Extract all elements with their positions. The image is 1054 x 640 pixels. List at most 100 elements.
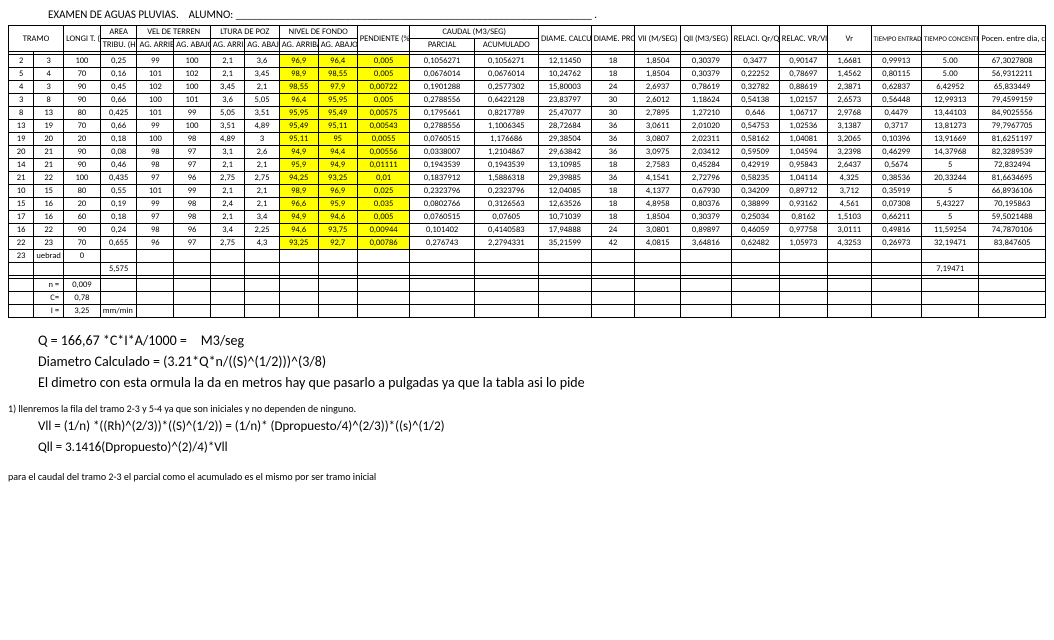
cell-poc: 66,8936106 — [979, 185, 1046, 198]
cell-dp: 18 — [591, 185, 635, 198]
cell-va: 98 — [137, 159, 174, 172]
cell-rq: 0,38899 — [731, 198, 779, 211]
cell-area: 0,18 — [100, 211, 137, 224]
cell-hb: 3,45 — [245, 68, 279, 81]
col-tc: TIEMPO CONCENTRA. — [922, 26, 979, 52]
cell-qll — [681, 250, 731, 263]
cell-pend — [357, 250, 410, 263]
cell-poc: 56,9312211 — [979, 68, 1046, 81]
table-row: 43900,451021003,452,198,5597,90,007220,1… — [9, 81, 1046, 94]
cell-nb: 95,49 — [318, 107, 357, 120]
cell-par: 0,0338007 — [410, 146, 474, 159]
cell-ha: 2,1 — [210, 55, 244, 68]
cell-hb: 2,6 — [245, 146, 279, 159]
cell-qll: 0,45284 — [681, 159, 731, 172]
cell-b: 13 — [34, 107, 64, 120]
cell-te: 0,5674 — [871, 159, 921, 172]
cell-na: 95,95 — [279, 107, 318, 120]
cell-va: 101 — [137, 68, 174, 81]
cell-vll: 3,0807 — [635, 133, 681, 146]
col-rv: RELAC. VR/Vll — [779, 26, 827, 52]
cell-hb: 3,6 — [245, 55, 279, 68]
title-prefix: EXAMEN DE AGUAS PLUVIAS. — [48, 8, 179, 21]
note-qll: Qll = 3.1416(Dpropuesto)^(2)/4)*Vll — [8, 438, 1046, 459]
cell-pend: 0,005 — [357, 55, 410, 68]
cell-tc: 5.00 — [922, 55, 979, 68]
col-parcial: PARCIAL — [410, 39, 474, 52]
cell-acu: 1,1006345 — [474, 120, 538, 133]
cell-ha: 3,1 — [210, 146, 244, 159]
cell-rv: 1,02157 — [779, 94, 827, 107]
cell-rv — [779, 250, 827, 263]
col-acum: ACUMULADO — [474, 39, 538, 52]
cell-vb: 100 — [174, 55, 211, 68]
cell-na: 93,25 — [279, 237, 318, 250]
cell-dc: 13,10985 — [538, 159, 591, 172]
cell-dc: 10,24762 — [538, 68, 591, 81]
cell-pend: 0,005 — [357, 68, 410, 81]
cell-tc: 6,42952 — [922, 81, 979, 94]
cell-tc: 13,91669 — [922, 133, 979, 146]
cell-na: 94,25 — [279, 172, 318, 185]
cell-te: 0,62837 — [871, 81, 921, 94]
cell-hb: 4,89 — [245, 120, 279, 133]
cell-dc: 29,63842 — [538, 146, 591, 159]
cell-vb: 100 — [174, 120, 211, 133]
cell-dp: 30 — [591, 94, 635, 107]
col-pendiente: PENDIENTE (%) — [357, 26, 410, 52]
cell-va: 99 — [137, 120, 174, 133]
cell-rv: 0,93162 — [779, 198, 827, 211]
cell-ha: 2,4 — [210, 198, 244, 211]
cell-va: 98 — [137, 224, 174, 237]
cell-long: 80 — [64, 107, 101, 120]
cell-tc: 11,59254 — [922, 224, 979, 237]
cell-pend: 0,00722 — [357, 81, 410, 94]
cell-dp: 36 — [591, 172, 635, 185]
cell-rq — [731, 250, 779, 263]
table-row: 38900,661001013,65,0596,495,950,0050,278… — [9, 94, 1046, 107]
cell-pend: 0,00786 — [357, 237, 410, 250]
cell-vb: 99 — [174, 185, 211, 198]
cell-rv: 0,89712 — [779, 185, 827, 198]
cell-dp: 18 — [591, 198, 635, 211]
cell-qll: 0,30379 — [681, 211, 731, 224]
cell-area: 0,16 — [100, 68, 137, 81]
cell-dp — [591, 250, 635, 263]
cell-long: 90 — [64, 94, 101, 107]
cell-ha: 2,75 — [210, 237, 244, 250]
cell-a: 16 — [9, 224, 34, 237]
cell-vll: 3,0975 — [635, 146, 681, 159]
cell-par: 0,0760515 — [410, 211, 474, 224]
cell-vll: 2,6012 — [635, 94, 681, 107]
cell-tc — [922, 250, 979, 263]
cell-rv: 1,04114 — [779, 172, 827, 185]
col-velterr: VEL DE TERREN — [137, 26, 210, 39]
cell-te: 0,4479 — [871, 107, 921, 120]
cell-rv: 0,8162 — [779, 211, 827, 224]
cell-vb: 96 — [174, 172, 211, 185]
cell-ha: 3,4 — [210, 224, 244, 237]
cell-vll: 3,0611 — [635, 120, 681, 133]
cell-acu: 1,176686 — [474, 133, 538, 146]
formula-q: Q = 166,67 *C*I*A/1000 = M3/seg — [38, 330, 1046, 351]
cell-poc: 65,833449 — [979, 81, 1046, 94]
cell-dp: 18 — [591, 68, 635, 81]
col-altura: LTURA DE POZ — [210, 26, 279, 39]
cell-vr: 3,1387 — [827, 120, 871, 133]
cell-rv: 1,05973 — [779, 237, 827, 250]
cell-long: 0 — [64, 250, 101, 263]
cell-va: 102 — [137, 81, 174, 94]
cell-a: 20 — [9, 146, 34, 159]
cell-poc: 70,195863 — [979, 198, 1046, 211]
cell-poc: 83,847605 — [979, 237, 1046, 250]
col-dp: DIAME. PROPU. (PULG) — [591, 26, 635, 52]
table-row: 21221000,43597962,752,7594,2593,250,010,… — [9, 172, 1046, 185]
cell-te: 0,56448 — [871, 94, 921, 107]
cell-dc: 12,11450 — [538, 55, 591, 68]
cell-tc: 32,19471 — [922, 237, 979, 250]
cell-dp: 24 — [591, 224, 635, 237]
cell-dc: 12,63526 — [538, 198, 591, 211]
cell-rv: 0,97758 — [779, 224, 827, 237]
cell-qll: 2,72796 — [681, 172, 731, 185]
cell-nb: 96,9 — [318, 185, 357, 198]
